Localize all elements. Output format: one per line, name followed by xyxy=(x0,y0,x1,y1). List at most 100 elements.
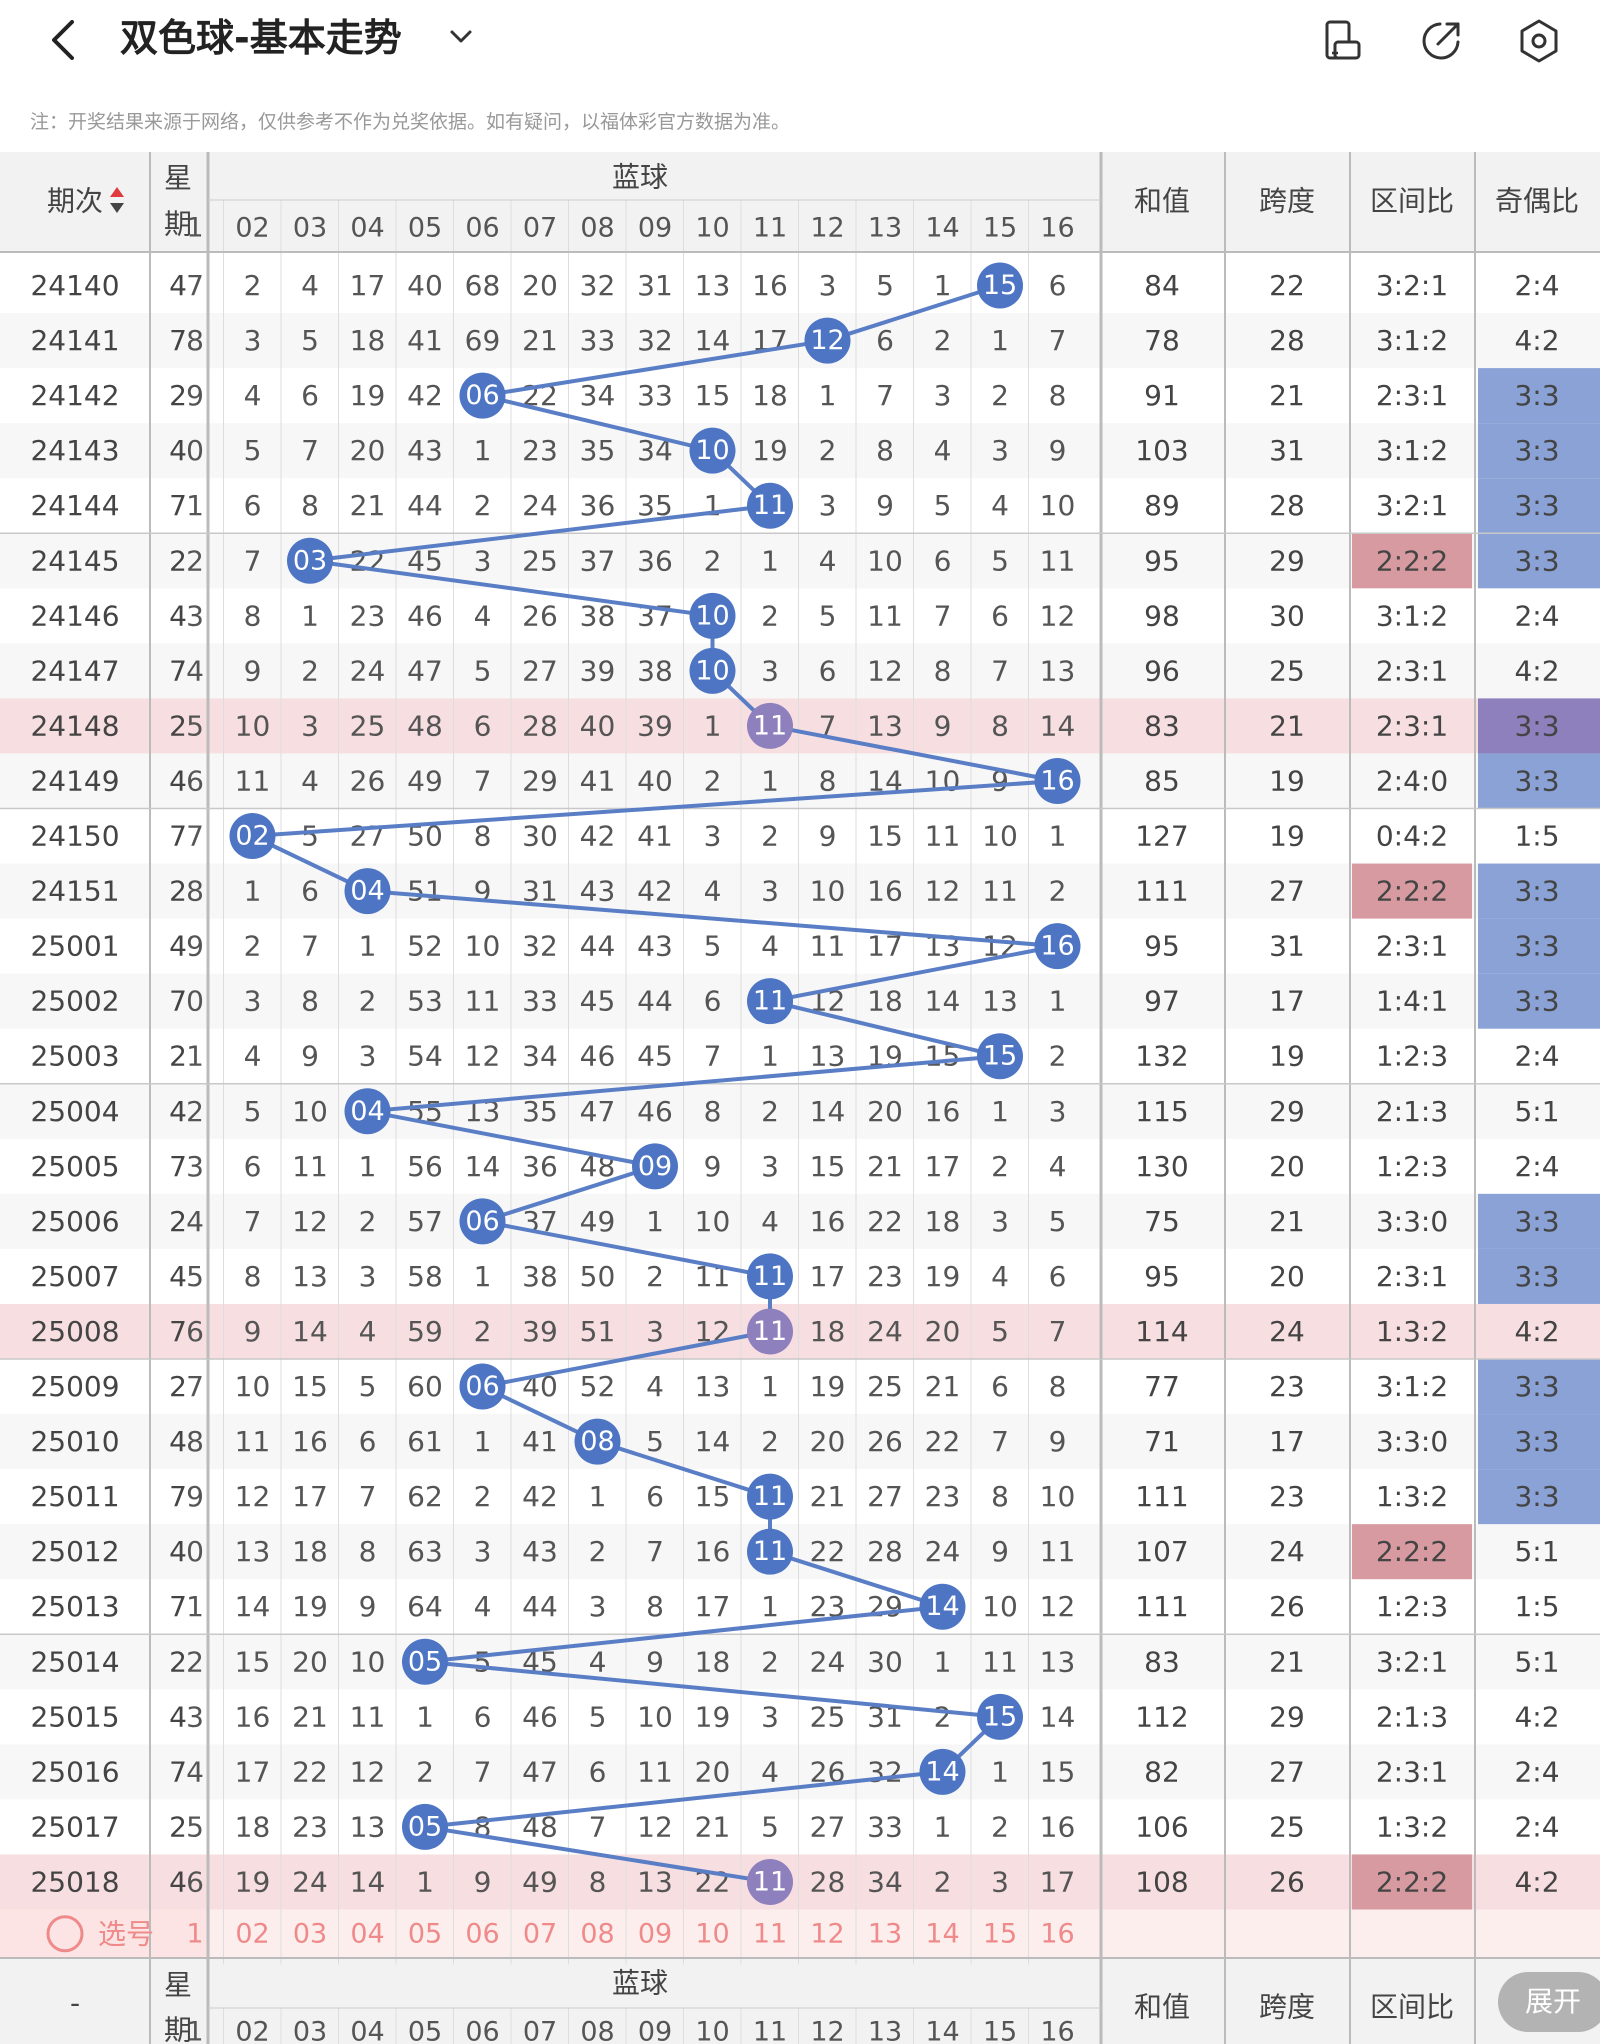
row-period: 24142 xyxy=(30,379,119,412)
row-cell-value: 7 xyxy=(934,599,952,632)
row-cell-value: 56 xyxy=(407,1150,443,1183)
row-zone: 2:3:1 xyxy=(1376,1755,1448,1788)
row-oddeven: 3:3 xyxy=(1514,1370,1559,1403)
header-ball-number: 16 xyxy=(1040,213,1074,244)
row-cell-value: 0 xyxy=(186,985,204,1018)
header-ball-number: 14 xyxy=(925,213,959,244)
row-oddeven: 4:2 xyxy=(1514,654,1559,687)
row-cell-value: 51 xyxy=(580,1315,616,1348)
row-zone: 3:2:1 xyxy=(1376,489,1448,522)
blue-ball-circle xyxy=(919,1748,966,1795)
row-cell-value: 7 xyxy=(301,434,319,467)
row-sum: 127 xyxy=(1135,820,1188,853)
select-ball-number[interactable]: 13 xyxy=(868,1918,902,1949)
select-ball-number[interactable]: 1 xyxy=(186,1918,203,1949)
blue-ball: 12 xyxy=(804,317,851,364)
select-ball-number[interactable]: 09 xyxy=(638,1918,672,1949)
row-cell-value: 16 xyxy=(695,1535,731,1568)
row-cell-value: 3 xyxy=(646,1315,664,1348)
select-ball-number[interactable]: 06 xyxy=(465,1918,499,1949)
row-cell-value: 1 xyxy=(934,1810,952,1843)
row-cell-value: 41 xyxy=(580,764,616,797)
row-cell-value: 5 xyxy=(301,324,319,357)
row-cell-value: 12 xyxy=(465,1040,501,1073)
row-sum: 111 xyxy=(1135,1590,1188,1623)
select-ball-number[interactable]: 16 xyxy=(1040,1918,1074,1949)
select-ball-number[interactable]: 11 xyxy=(753,1918,787,1949)
row-cell-value: 41 xyxy=(522,1425,558,1458)
select-ball-number[interactable]: 02 xyxy=(235,1918,269,1949)
row-week: 7 xyxy=(169,985,187,1018)
select-ball-number[interactable]: 08 xyxy=(580,1918,614,1949)
expand-button[interactable]: 展开 xyxy=(1498,1972,1600,2032)
blue-ball-circle xyxy=(402,1638,448,1685)
row-zone: 2:2:2 xyxy=(1376,1535,1448,1568)
select-ball-number[interactable]: 10 xyxy=(695,1918,729,1949)
row-cell-value: 20 xyxy=(810,1425,846,1458)
settings-icon[interactable] xyxy=(1516,18,1562,64)
row-oddeven: 3:3 xyxy=(1514,1205,1559,1238)
row-cell-value: 3 xyxy=(186,1700,204,1733)
row-cell-value: 40 xyxy=(580,709,616,742)
row-period: 25001 xyxy=(30,930,119,963)
select-ball-number[interactable]: 15 xyxy=(983,1918,1017,1949)
row-week: 4 xyxy=(169,1095,187,1128)
header-ball-number: 08 xyxy=(580,213,614,244)
row-cell-value: 17 xyxy=(810,1260,846,1293)
row-cell-value: 62 xyxy=(407,1480,443,1513)
select-row-bg xyxy=(0,1909,1600,1958)
row-cell-value: 2 xyxy=(359,985,377,1018)
blue-ball-number: 16 xyxy=(1040,931,1074,962)
row-cell-value: 18 xyxy=(350,324,386,357)
select-ball-number[interactable]: 12 xyxy=(810,1918,844,1949)
select-ball-number[interactable]: 04 xyxy=(350,1918,384,1949)
row-period: 25018 xyxy=(30,1865,119,1898)
select-circle-icon[interactable] xyxy=(46,1915,84,1953)
select-ball-number[interactable]: 03 xyxy=(293,1918,327,1949)
oe-highlight-cell xyxy=(1478,1248,1600,1304)
row-cell-value: 5 xyxy=(186,709,204,742)
row-cell-value: 44 xyxy=(522,1590,558,1623)
row-cell-value: 26 xyxy=(867,1425,903,1458)
back-arrow-icon[interactable] xyxy=(48,18,78,62)
row-span: 28 xyxy=(1269,324,1305,357)
row-cell-value: 21 xyxy=(925,1370,961,1403)
blue-ball-circle xyxy=(747,702,793,749)
row-span: 21 xyxy=(1269,1205,1305,1238)
select-label[interactable]: 选号 xyxy=(98,1917,154,1950)
share-icon[interactable] xyxy=(1418,18,1464,64)
row-cell-value: 34 xyxy=(580,379,616,412)
blue-ball-circle xyxy=(689,592,736,639)
top-bar: 双色球-基本走势 xyxy=(0,0,1600,80)
row-cell-value: 8 xyxy=(876,434,894,467)
row-cell-value: 9 xyxy=(991,1535,1009,1568)
row-week: 7 xyxy=(169,324,187,357)
header-ball-number: 03 xyxy=(293,213,327,244)
select-ball-number[interactable]: 07 xyxy=(523,1918,557,1949)
row-span: 20 xyxy=(1269,1260,1305,1293)
screen-rotate-icon[interactable] xyxy=(1320,18,1366,64)
row-zone: 2:2:2 xyxy=(1376,1865,1448,1898)
row-span: 21 xyxy=(1269,709,1305,742)
chevron-down-icon[interactable] xyxy=(446,22,476,52)
row-cell-value: 27 xyxy=(810,1810,846,1843)
footer-period-label: - xyxy=(70,1987,80,2020)
header-period-label: 期次 xyxy=(47,185,103,218)
oe-highlight-cell xyxy=(1478,863,1600,919)
row-cell-value: 2 xyxy=(934,324,952,357)
row-week: 7 xyxy=(169,1755,187,1788)
footer-ball-number: 10 xyxy=(695,2017,729,2044)
blue-ball-number: 11 xyxy=(753,1866,787,1897)
row-cell-value: 12 xyxy=(867,654,903,687)
select-ball-number[interactable]: 14 xyxy=(925,1918,959,1949)
row-cell-value: 40 xyxy=(407,269,443,302)
row-cell-value: 11 xyxy=(1040,544,1076,577)
select-ball-number[interactable]: 05 xyxy=(408,1918,442,1949)
blue-ball-circle xyxy=(804,317,851,364)
row-cell-value: 4 xyxy=(359,1315,377,1348)
row-cell-value: 16 xyxy=(867,875,903,908)
row-week: 4 xyxy=(169,1700,187,1733)
row-cell-value: 10 xyxy=(235,709,271,742)
row-period: 25002 xyxy=(30,985,119,1018)
row-cell-value: 4 xyxy=(186,654,204,687)
